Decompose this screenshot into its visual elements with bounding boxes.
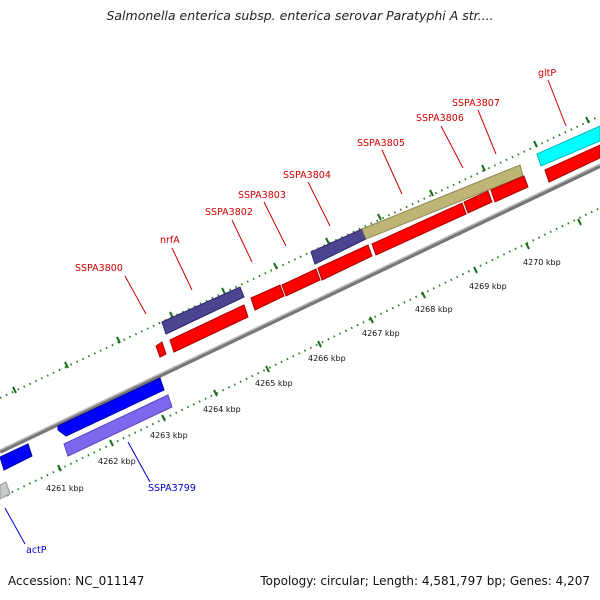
gene-nrfA[interactable]: [161, 286, 245, 335]
gene-SSPA3800[interactable]: [155, 341, 167, 358]
gene-label: SSPA3806: [416, 113, 464, 124]
gene-label: SSPA3800: [75, 263, 123, 274]
backbone-highlight: [0, 163, 600, 451]
gene-gltP-upper[interactable]: [536, 125, 600, 167]
gene-label: SSPA3805: [357, 138, 405, 149]
gene-red-1[interactable]: [169, 304, 249, 353]
gene-SSPA3806[interactable]: [463, 190, 493, 214]
gene-label: nrfA: [160, 235, 180, 246]
scale-label: 4268 kbp: [415, 305, 453, 314]
gene-label: gltP: [538, 68, 556, 79]
scale-label: 4265 kbp: [255, 379, 293, 388]
gene-SSPA3807[interactable]: [490, 175, 529, 203]
gene-red-3[interactable]: [371, 202, 467, 256]
gene-gltP[interactable]: [544, 144, 600, 183]
gene-label: SSPA3802: [205, 207, 253, 218]
scale-label: 4261 kbp: [46, 484, 84, 493]
lower-tick-track: [0, 207, 600, 499]
map-title: Salmonella enterica subsp. enterica sero…: [106, 8, 494, 23]
gene-gray[interactable]: [0, 481, 11, 500]
scale-label: 4262 kbp: [98, 457, 136, 466]
upper-major-ticks: [12, 116, 590, 394]
gene-SSPA3805[interactable]: [361, 164, 524, 240]
gene-label: SSPA3799: [148, 483, 196, 494]
gene-SSPA3799[interactable]: [63, 394, 173, 457]
scale-label: 4270 kbp: [523, 258, 561, 267]
scale-label: 4263 kbp: [150, 431, 188, 440]
lower-major-ticks: [4, 218, 582, 497]
scale-label: 4266 kbp: [308, 354, 346, 363]
gene-label: actP: [26, 545, 47, 556]
gene-red-2[interactable]: [317, 244, 373, 281]
upper-tick-track: [0, 115, 600, 399]
scale-label: 4264 kbp: [203, 405, 241, 414]
backbone-line: [0, 164, 600, 454]
gene-SSPA3799-upper[interactable]: [57, 377, 165, 437]
scale-label: 4267 kbp: [362, 329, 400, 338]
gene-SSPA3802[interactable]: [250, 284, 285, 311]
genome-summary: Topology: circular; Length: 4,581,797 bp…: [260, 574, 590, 588]
gene-label: SSPA3804: [283, 170, 331, 181]
label-connectors: [124, 79, 567, 315]
label-connectors-blue: [4, 441, 151, 545]
gene-SSPA3803[interactable]: [281, 268, 321, 297]
gene-actP[interactable]: [0, 443, 33, 471]
accession-label: Accession: NC_011147: [8, 574, 145, 588]
gene-label: SSPA3803: [238, 190, 286, 201]
scale-label: 4269 kbp: [469, 282, 507, 291]
gene-label: SSPA3807: [452, 98, 500, 109]
